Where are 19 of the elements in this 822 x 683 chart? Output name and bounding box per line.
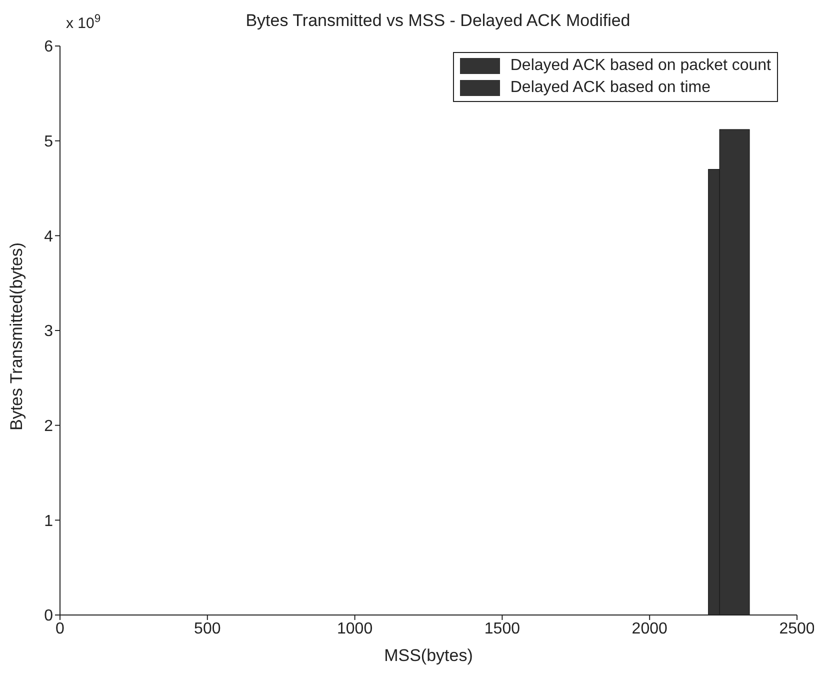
y-tick-label: 5 (44, 134, 54, 151)
x-tick-label: 2500 (779, 620, 815, 638)
x-tick-label: 1500 (484, 620, 520, 638)
x-tick-label: 0 (56, 620, 65, 638)
legend-label: Delayed ACK based on packet count (510, 56, 771, 76)
legend-label: Delayed ACK based on time (510, 78, 710, 98)
x-tick-label: 1000 (337, 620, 373, 638)
y-tick-label: 2 (44, 418, 54, 436)
chart-title: Bytes Transmitted vs MSS - Delayed ACK Modified (246, 11, 630, 30)
x-tick-label: 2000 (632, 620, 668, 638)
x-tick-label: 500 (194, 620, 221, 638)
text: x 10$^{9}$ (66, 13, 101, 32)
x-axis-title: MSS(bytes) (384, 646, 473, 665)
y-axis-title: Bytes Transmitted(bytes) (7, 242, 26, 430)
y-tick-label: 4 (44, 228, 54, 246)
y-tick-label: 3 (44, 323, 54, 340)
y-tick-label: 1 (44, 512, 54, 530)
y-tick-label: 0 (44, 608, 54, 625)
y-tick-label: 6 (44, 38, 54, 56)
